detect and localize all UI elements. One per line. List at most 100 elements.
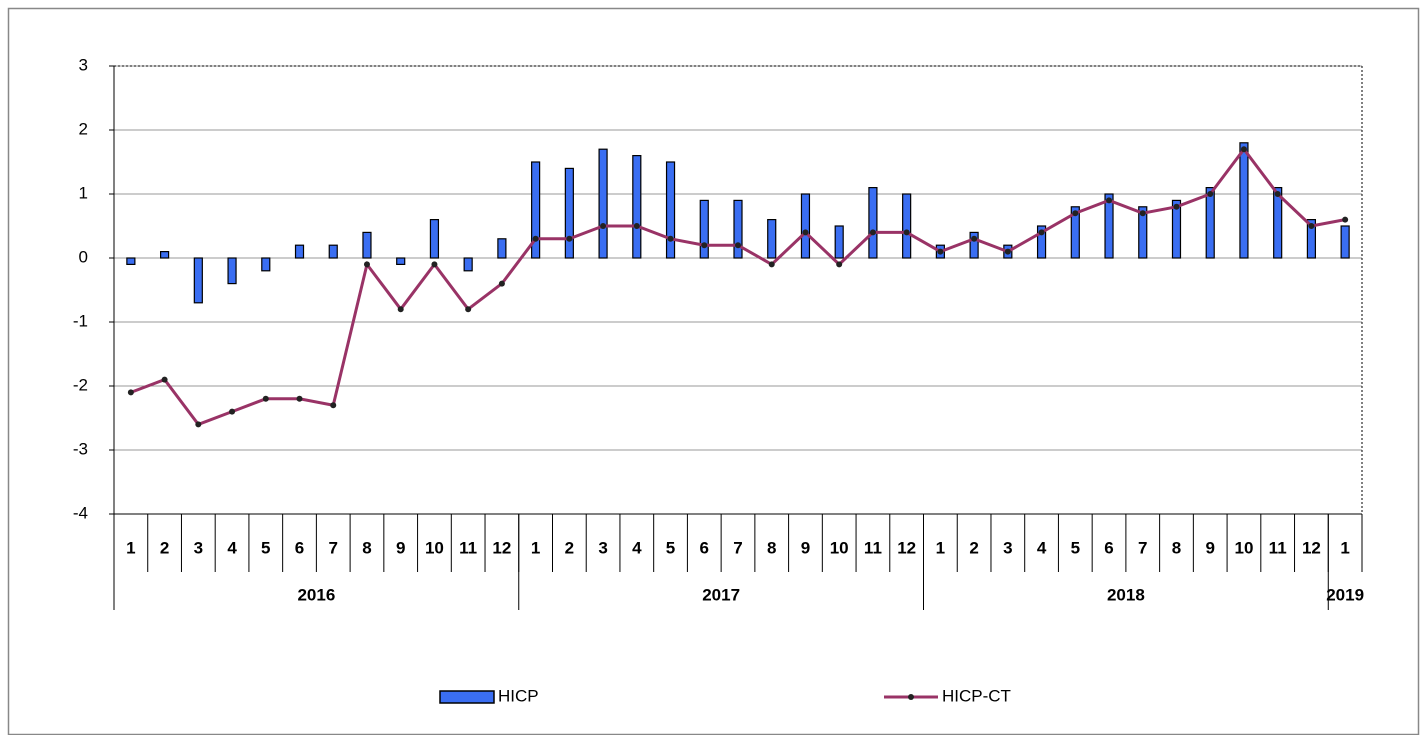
bar [1239, 142, 1249, 259]
y-tick-label: 2 [79, 119, 88, 138]
line-marker [566, 235, 573, 242]
bar [294, 244, 305, 259]
line-marker [397, 306, 404, 313]
bar [969, 231, 979, 259]
y-tick-label: -4 [73, 503, 88, 522]
x-tick-label: 10 [1234, 538, 1253, 557]
line-marker [330, 402, 337, 409]
line-marker [195, 421, 202, 428]
line-marker [532, 235, 539, 242]
x-tick-label: 2 [969, 538, 978, 557]
line-marker [735, 242, 741, 249]
bar [261, 257, 271, 272]
x-tick-label: 11 [1269, 538, 1287, 557]
x-group-label: 2017 [702, 585, 740, 604]
legend-swatch [908, 694, 914, 700]
line-marker [229, 408, 236, 415]
bar [531, 161, 541, 259]
x-group-label: 2016 [297, 585, 335, 604]
x-tick-label: 2 [565, 538, 574, 557]
x-tick-label: 7 [733, 538, 742, 557]
chart-frame [7, 7, 1420, 735]
bar [902, 193, 912, 259]
x-group-label: 2019 [1326, 585, 1364, 604]
x-tick-label: 12 [897, 538, 916, 557]
x-tick-label: 5 [261, 538, 270, 557]
y-tick-label: -2 [73, 375, 88, 394]
y-tick-label: -1 [73, 311, 88, 330]
bar [733, 199, 743, 259]
line-marker [498, 280, 505, 287]
x-group-label: 2018 [1107, 585, 1145, 604]
bar [159, 251, 170, 259]
x-tick-label: 6 [295, 538, 304, 557]
x-tick-label: 3 [598, 538, 607, 557]
bar [800, 193, 811, 259]
line-marker [903, 229, 910, 236]
line-marker [1308, 223, 1315, 229]
bar [1205, 187, 1215, 259]
legend-label: HICP [498, 686, 539, 705]
bar [632, 155, 642, 259]
line-marker [667, 235, 674, 242]
x-tick-label: 1 [126, 538, 135, 557]
line-marker [1106, 197, 1113, 204]
line-marker [1240, 146, 1247, 153]
x-tick-label: 4 [632, 538, 642, 557]
x-tick-label: 9 [1205, 538, 1214, 557]
line-marker [363, 261, 370, 268]
x-tick-label: 9 [396, 538, 405, 557]
bar [328, 244, 338, 259]
bar [665, 161, 676, 259]
line-marker [465, 306, 472, 313]
x-tick-label: 12 [492, 538, 511, 557]
bar [1070, 206, 1080, 259]
y-tick-label: 0 [79, 247, 88, 266]
line-marker [296, 395, 303, 402]
x-tick-label: 8 [362, 538, 371, 557]
line-marker [1274, 191, 1281, 197]
x-tick-label: 10 [425, 538, 444, 557]
x-tick-label: 7 [329, 538, 338, 557]
bar [396, 257, 406, 266]
bar [1104, 193, 1114, 259]
line-marker [869, 229, 876, 236]
line-marker [633, 223, 640, 229]
line-marker [1139, 210, 1146, 217]
bar [1340, 225, 1350, 259]
y-tick-label: 1 [79, 183, 88, 202]
x-tick-label: 1 [1340, 538, 1349, 557]
bar [598, 148, 608, 259]
line-marker [600, 223, 607, 229]
line-marker [768, 261, 775, 268]
x-tick-label: 6 [700, 538, 709, 557]
line-marker [161, 376, 168, 383]
x-tick-label: 5 [666, 538, 675, 557]
legend-label: HICP-CT [942, 686, 1011, 705]
x-tick-label: 3 [194, 538, 203, 557]
line-marker [701, 242, 708, 249]
line-marker [971, 235, 978, 242]
x-tick-label: 1 [936, 538, 945, 557]
bar [834, 225, 844, 259]
x-tick-label: 3 [1003, 538, 1012, 557]
bar [227, 257, 237, 285]
line-marker [836, 261, 843, 268]
line-marker [1072, 210, 1079, 217]
x-tick-label: 8 [1172, 538, 1181, 557]
line-marker [1038, 229, 1045, 236]
bar [1036, 225, 1047, 259]
bar [193, 257, 203, 304]
x-tick-label: 11 [864, 538, 882, 557]
bar [564, 167, 574, 259]
bar [362, 231, 372, 259]
y-tick-label: 3 [79, 55, 88, 74]
line-marker [431, 261, 438, 268]
bar [1138, 206, 1148, 259]
x-tick-label: 10 [830, 538, 849, 557]
line-marker [937, 248, 944, 255]
line-marker [1004, 248, 1011, 255]
bar [767, 219, 777, 259]
bar [463, 257, 473, 272]
